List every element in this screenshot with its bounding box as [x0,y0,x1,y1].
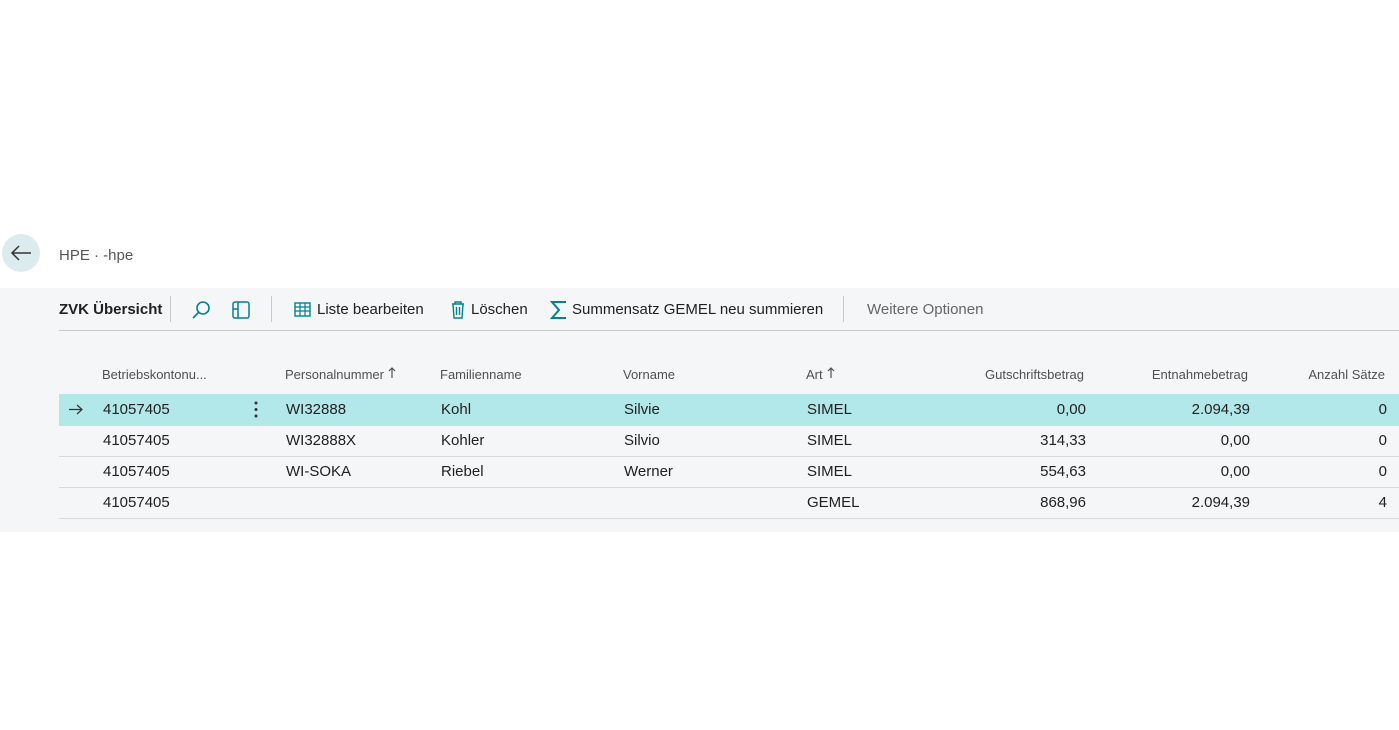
delete-icon[interactable] [450,300,466,320]
table-cell: Kohl [441,401,472,418]
table-row[interactable]: 41057405 WI32888 Kohl Silvie SIMEL 0,00 2.094,… [59,394,1399,426]
table-cell: 0 [1378,432,1387,449]
table-cell[interactable]: WI-SOKA [286,463,352,480]
sum-icon[interactable] [550,300,568,320]
table-row[interactable]: 41057405 GEMEL 868,96 2.094,39 4 [59,487,1399,519]
table-cell: 314,33 [1040,432,1086,449]
column-header[interactable]: Familienname [440,367,522,382]
table-cell: 0,00 [1056,401,1086,418]
more-options[interactable]: Weitere Optionen [867,301,984,318]
table-cell: Riebel [441,463,484,480]
edit-list-icon[interactable] [294,301,314,319]
sort-arrow [388,367,396,378]
table-cell: 0 [1378,401,1387,418]
table-cell[interactable]: WI32888X [286,432,357,449]
breadcrumb: HPE · -hpe [59,247,134,264]
table-cell: SIMEL [807,401,853,418]
search-icon[interactable] [191,300,211,320]
table-cell: 4 [1378,494,1387,511]
table-cell: 41057405 [103,432,170,449]
column-header[interactable]: Personalnummer [285,367,397,382]
row-indicator [69,401,258,418]
table-cell[interactable]: WI32888 [286,401,347,418]
separator [170,296,171,322]
column-header[interactable]: Entnahmebetrag [1151,367,1248,382]
action-button[interactable]: Liste bearbeiten [317,301,424,318]
table-cell: 554,63 [1040,463,1086,480]
table-cell: 41057405 [103,401,170,418]
table-cell: 41057405 [103,463,170,480]
table-cell: 2.094,39 [1191,494,1250,511]
action-button[interactable]: Summensatz GEMEL neu summieren [572,301,824,318]
table-cell: GEMEL [807,494,860,511]
table-cell: 868,96 [1040,494,1086,511]
table-row[interactable]: 41057405 WI32888X Kohler Silvio SIMEL 314,33 0… [59,425,1399,457]
table-row[interactable]: 41057405 WI-SOKA Riebel Werner SIMEL 554,63 0,… [59,456,1399,488]
page-title: ZVK Übersicht [59,301,163,318]
table-cell: Silvio [624,432,660,449]
table-cell: Kohler [441,432,485,449]
table-cell: 0,00 [1220,432,1250,449]
table-cell: Silvie [624,401,660,418]
action-button[interactable]: Löschen [471,301,528,318]
table-cell: 2.094,39 [1191,401,1250,418]
filter-pane-icon[interactable] [231,300,251,320]
sort-arrow [827,367,835,378]
table-cell: 41057405 [103,494,170,511]
table-cell: 0,00 [1220,463,1250,480]
back-button[interactable] [2,234,42,274]
table-cell: Werner [624,463,673,480]
separator [843,296,844,322]
column-header[interactable]: Gutschriftsbetrag [985,367,1084,382]
table-cell: 0 [1378,463,1387,480]
column-header[interactable]: Vorname [623,367,676,382]
toolbar-divider [59,330,1399,331]
separator [271,296,272,322]
column-header[interactable]: Art [806,367,836,382]
table-cell: SIMEL [807,463,853,480]
table-cell: SIMEL [807,432,853,449]
column-header[interactable]: Betriebskontonu... [102,367,207,382]
column-header[interactable]: Anzahl Sätze [1308,367,1385,382]
